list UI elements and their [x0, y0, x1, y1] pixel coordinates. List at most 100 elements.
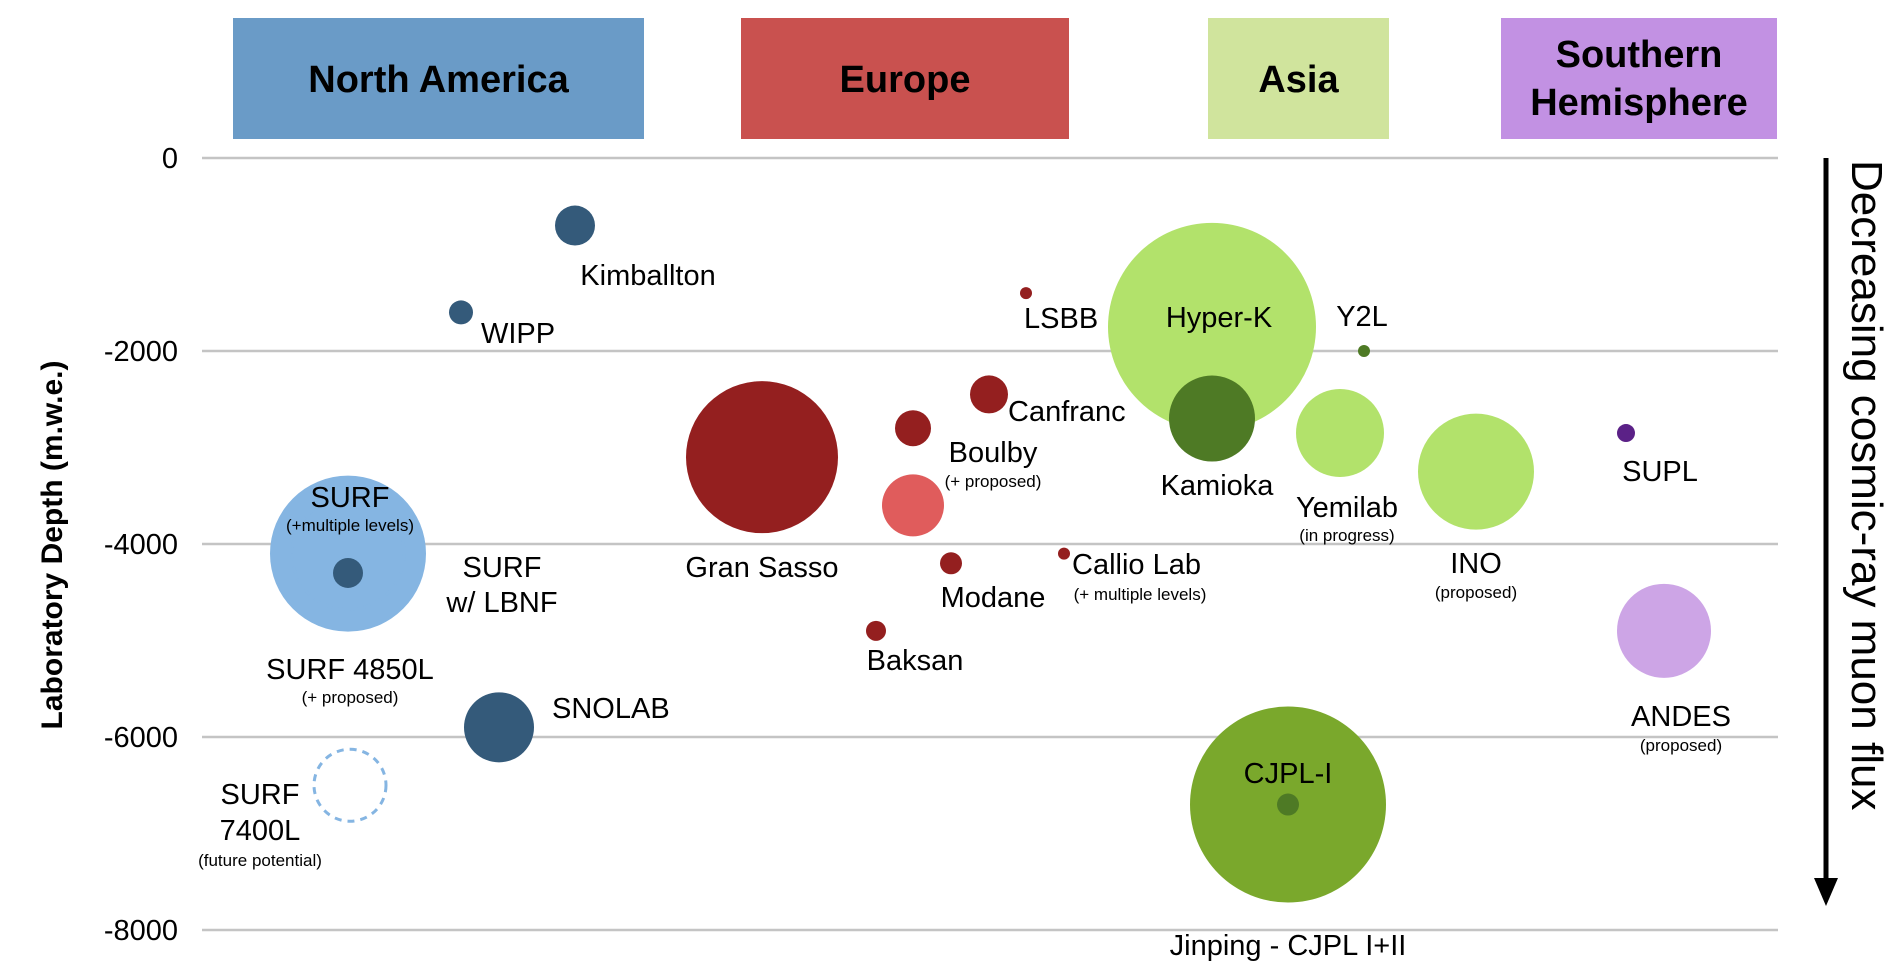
- lab-name: Hyper-K: [1166, 302, 1273, 334]
- marker-surf-w-lbnf: [290, 496, 406, 612]
- label-ino: INO (proposed): [1435, 548, 1517, 602]
- label-yemilab: Yemilab (in progress): [1296, 492, 1398, 545]
- lab-name: LSBB: [1024, 303, 1098, 335]
- marker-surf-4850l: [333, 557, 363, 588]
- lab-name: WIPP: [481, 318, 555, 350]
- lab-name: Callio Lab: [1072, 549, 1201, 581]
- label-wipp: WIPP: [481, 318, 555, 350]
- region-box: [233, 18, 644, 139]
- region-header-north-america: North America: [233, 18, 644, 139]
- muon-flux-arrow-head: [1814, 878, 1838, 906]
- lab-name: Y2L: [1336, 301, 1388, 333]
- lab-name: Jinping - CJPL I+II: [1170, 930, 1407, 962]
- label-supl: SUPL: [1622, 456, 1698, 488]
- lab-name: Boulby: [949, 437, 1038, 469]
- label-y2l: Y2L: [1336, 301, 1388, 333]
- label-modane: Modane: [941, 582, 1046, 614]
- label-gran-sasso: Gran Sasso: [685, 552, 838, 584]
- lab-name: Kimballton: [580, 260, 715, 292]
- region-headers: North America Europe Asia Southern Hemispher…: [233, 18, 1777, 139]
- region-label: Asia: [1258, 59, 1339, 101]
- marker-supl: [1617, 424, 1635, 443]
- marker-boulby-proposed: [882, 474, 944, 537]
- y-tick-label: 0: [162, 143, 178, 175]
- region-label: Europe: [840, 59, 971, 101]
- label-kamioka: Kamioka: [1161, 470, 1275, 502]
- lab-note: (in progress): [1299, 526, 1394, 545]
- label-jinping-cjpl-i-ii: Jinping - CJPL I+II: [1170, 930, 1407, 962]
- marker-callio-lab: [1058, 547, 1070, 560]
- marker-wipp: [449, 300, 473, 325]
- marker-snolab: [464, 692, 534, 763]
- lab-name: SNOLAB: [552, 693, 670, 725]
- lab-name: SURF w/ LBNF: [445, 552, 557, 619]
- lab-note: (+ proposed): [945, 472, 1042, 491]
- label-andes: ANDES (proposed): [1631, 701, 1731, 755]
- lab-name: SURF 4850L: [266, 654, 434, 686]
- lab-name: Modane: [941, 582, 1046, 614]
- lab-name: CJPL-I: [1244, 758, 1333, 790]
- label-snolab: SNOLAB: [552, 693, 670, 725]
- region-box: [741, 18, 1069, 139]
- y-tick-label: -4000: [104, 529, 178, 561]
- label-lsbb: LSBB: [1024, 303, 1098, 335]
- lab-name: Yemilab: [1296, 492, 1398, 524]
- region-box: [1501, 18, 1777, 139]
- marker-andes: [1617, 583, 1711, 678]
- marker-modane: [940, 552, 962, 575]
- lab-name: ANDES: [1631, 701, 1731, 733]
- gridlines: [202, 156, 1778, 932]
- lab-name: SURF: [311, 482, 390, 514]
- lab-note: (future potential): [198, 851, 322, 870]
- side-annotation: Decreasing cosmic-ray muon flux: [1814, 158, 1891, 906]
- label-callio-lab: Callio Lab (+ multiple levels): [1072, 549, 1206, 604]
- label-kimballton: Kimballton: [580, 260, 715, 292]
- lab-name: SURF 7400L: [220, 779, 301, 847]
- lab-name: Gran Sasso: [685, 552, 838, 584]
- region-label: North America: [308, 59, 569, 101]
- lab-note: (proposed): [1640, 736, 1722, 755]
- lab-name: SUPL: [1622, 456, 1698, 488]
- marker-gran-sasso: [686, 381, 838, 534]
- label-cjpl-i: CJPL-I: [1244, 758, 1333, 790]
- y-axis: 0 -2000 -4000 -6000 -8000: [104, 143, 178, 947]
- label-surf: SURF (+multiple levels): [286, 482, 414, 535]
- region-header-europe: Europe: [741, 18, 1069, 139]
- y-tick-label: -6000: [104, 722, 178, 754]
- marker-ino: [1418, 413, 1534, 530]
- marker-kamioka: [1169, 375, 1255, 462]
- y-axis-title: Laboratory Depth (m.w.e.): [36, 361, 69, 730]
- marker-lsbb: [1020, 287, 1032, 300]
- marker-y2l: [1358, 345, 1370, 357]
- marker-cjpl-i: [1277, 793, 1299, 816]
- lab-note: (proposed): [1435, 583, 1517, 602]
- lab-note: (+multiple levels): [286, 516, 414, 535]
- marker-canfranc: [970, 375, 1008, 414]
- label-baksan: Baksan: [867, 645, 964, 677]
- lab-note: (+ multiple levels): [1074, 585, 1207, 604]
- marker-hyper-k: [1108, 222, 1316, 431]
- label-surf-w-lbnf: SURF w/ LBNF: [445, 552, 557, 619]
- side-annotation-text: Decreasing cosmic-ray muon flux: [1842, 160, 1891, 810]
- lab-markers: [270, 205, 1711, 903]
- region-header-southern-hemisphere: Southern Hemisphere: [1501, 18, 1777, 139]
- region-box: [1208, 18, 1389, 139]
- lab-note: (+ proposed): [302, 688, 399, 707]
- label-boulby: Boulby (+ proposed): [945, 437, 1042, 491]
- lab-name: Kamioka: [1161, 470, 1275, 502]
- marker-boulby: [895, 410, 931, 447]
- y-tick-label: -8000: [104, 915, 178, 947]
- marker-kimballton: [555, 205, 595, 246]
- marker-baksan: [866, 620, 886, 641]
- marker-surf-7400l: [312, 747, 388, 823]
- lab-name: Baksan: [867, 645, 964, 677]
- label-surf-7400l: SURF 7400L (future potential): [198, 779, 322, 870]
- region-label: Southern Hemisphere: [1530, 34, 1748, 124]
- lab-name: Canfranc: [1008, 396, 1126, 428]
- label-hyper-k: Hyper-K: [1166, 302, 1273, 334]
- marker-yemilab: [1296, 389, 1384, 478]
- label-canfranc: Canfranc: [1008, 396, 1126, 428]
- region-header-asia: Asia: [1208, 18, 1389, 139]
